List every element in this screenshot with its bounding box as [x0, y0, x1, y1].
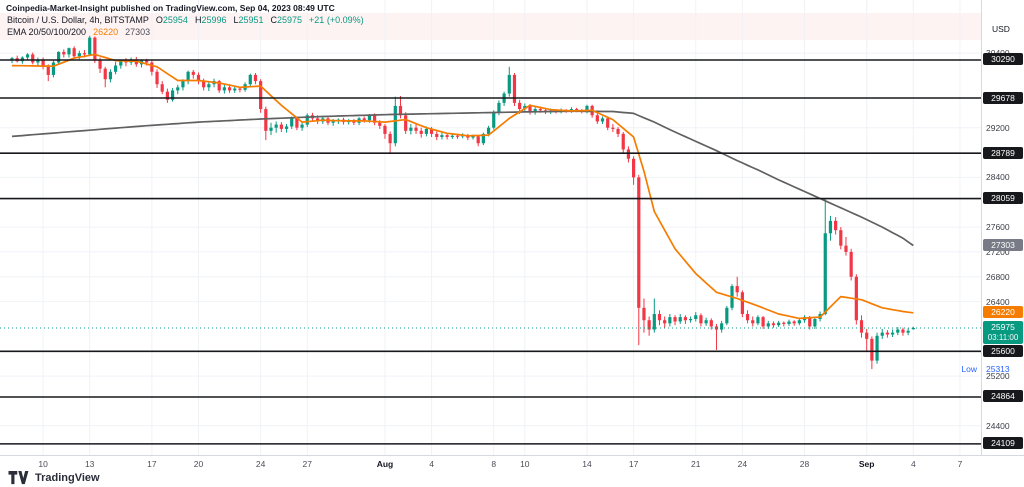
time-axis-label: 28 [799, 459, 810, 469]
attribution-text: Coinpedia-Market-Insight published on Tr… [6, 3, 335, 13]
symbol-row: Bitcoin / U.S. Dollar, 4h, BITSTAMP O259… [7, 14, 364, 26]
svg-text:Low: Low [961, 364, 977, 374]
candles-layer [10, 35, 915, 370]
time-axis-label: 17 [147, 459, 157, 469]
price-tick-label: 27600 [986, 222, 1010, 233]
chart-area[interactable]: Low Bitcoin / U.S. Dollar, 4h, BITSTAMP … [0, 0, 981, 455]
ohlc-low: L25951 [233, 14, 263, 26]
ohlc-close-value: 25975 [277, 15, 303, 25]
price-level-badge: 28059 [983, 192, 1023, 205]
grid-lines [0, 0, 981, 455]
ema-slow-value: 27303 [125, 27, 151, 37]
price-level-badge: 30290 [983, 53, 1023, 66]
axis-corner [981, 455, 1024, 472]
ohlc-open: O25954 [156, 14, 188, 26]
low-price-value: 25313 [986, 364, 1010, 375]
ema-200-line [11, 110, 914, 247]
current-price-badge: 25975 03:11:00 [983, 321, 1023, 345]
currency-label: USD [992, 24, 1010, 34]
price-tick-label: 25200 [986, 371, 1010, 382]
time-axis-label: 20 [193, 459, 204, 469]
time-axis-label: 4 [429, 459, 434, 469]
ohlc-low-key: L [233, 15, 239, 25]
price-tick-label: 27200 [986, 246, 1010, 257]
time-axis-label: 21 [691, 459, 701, 469]
price-tick-label: 26800 [986, 271, 1010, 282]
tradingview-logo-icon[interactable] [8, 471, 30, 485]
bar-countdown: 03:11:00 [987, 333, 1019, 343]
time-axis-label: 7 [957, 459, 963, 469]
price-tick-label: 24400 [986, 420, 1010, 431]
price-tick-label: 29200 [986, 122, 1010, 133]
support-resistance-lines [0, 59, 981, 445]
time-axis-label: 8 [491, 459, 497, 469]
time-axis-label: 13 [84, 459, 95, 469]
ema-row: EMA 20/50/100/200 26220 27303 [7, 26, 364, 38]
price-level-badge: 28789 [983, 146, 1023, 159]
price-chart-canvas[interactable]: Low [0, 0, 981, 455]
ohlc-open-key: O [155, 15, 163, 25]
time-axis-label: 24 [737, 459, 748, 469]
highlight-band [0, 13, 981, 40]
chart-legend: Bitcoin / U.S. Dollar, 4h, BITSTAMP O259… [7, 14, 364, 38]
price-level-badge: 27303 [983, 239, 1023, 251]
price-level-badge: 29678 [983, 91, 1023, 104]
ohlc-close-key: C [270, 15, 278, 25]
time-axis[interactable]: 10 13 17 20 24 27 Aug 4 8 10 14 17 21 24 28 Sep 4 7 [0, 455, 981, 472]
price-tick-label: 30400 [986, 48, 1010, 58]
price-level-badge: 24864 [983, 390, 1023, 403]
price-level-badge: 25600 [983, 344, 1023, 357]
footer: TradingView [8, 469, 100, 487]
time-axis-label: 17 [628, 459, 639, 469]
time-axis-label: Aug [376, 459, 394, 469]
time-axis-label: 14 [582, 459, 592, 469]
price-axis[interactable]: USD 304002920028400276002720026800264002… [981, 0, 1024, 455]
ohlc-high: H25996 [195, 14, 227, 26]
time-axis-label: 24 [255, 459, 266, 469]
symbol-title: Bitcoin / U.S. Dollar, 4h, BITSTAMP [7, 15, 149, 25]
ema-fast-line [11, 53, 914, 320]
time-axis-label: 27 [302, 459, 312, 469]
time-axis-label: 4 [910, 459, 916, 469]
price-level-badge: 26220 [983, 306, 1023, 319]
price-tick-label: 28400 [986, 172, 1010, 183]
price-change: +21 (+0.09%) [309, 15, 364, 25]
ema-fast-value: 26220 [93, 27, 119, 37]
ohlc-close: C25975 [271, 14, 303, 26]
ema-indicator-label: EMA 20/50/100/200 [7, 27, 87, 37]
ohlc-high-key: H [194, 15, 202, 25]
low-label: Low [961, 364, 977, 374]
ohlc-low-value: 25951 [238, 15, 264, 25]
ohlc-open-value: 25954 [162, 15, 188, 25]
time-axis-label: 10 [520, 459, 530, 469]
tradingview-brand[interactable]: TradingView [35, 472, 100, 484]
ohlc-high-value: 25996 [201, 15, 227, 25]
time-axis-label: Sep [858, 459, 875, 469]
price-level-badge: 24109 [983, 437, 1023, 450]
time-axis-label: 10 [38, 459, 48, 469]
price-tick-label: 26400 [986, 296, 1010, 307]
